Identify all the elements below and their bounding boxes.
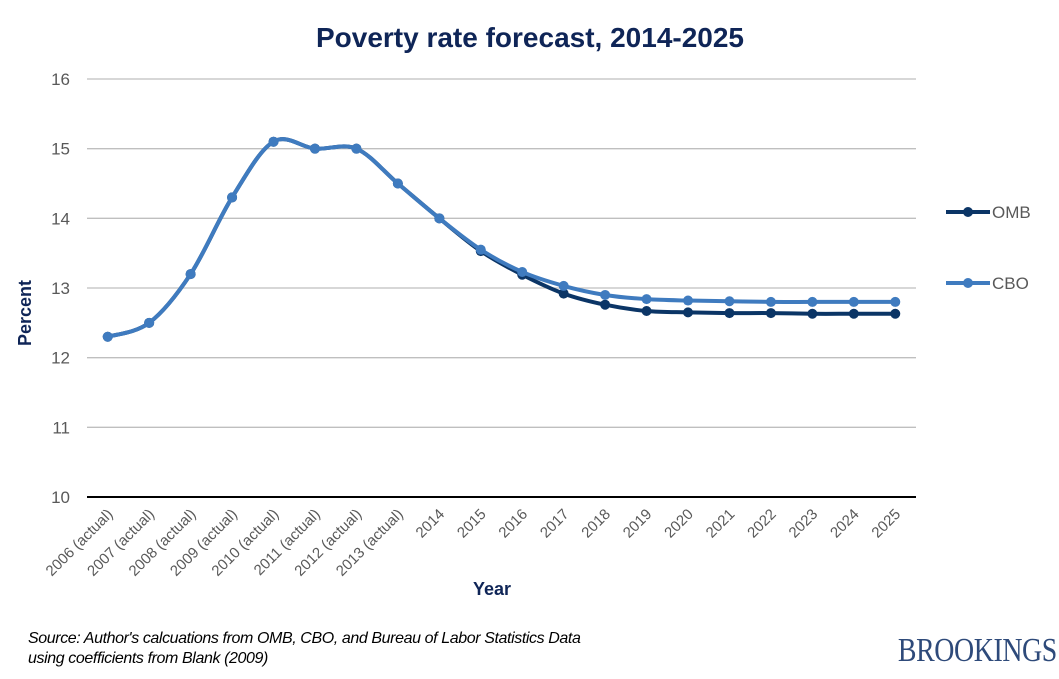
source-note: Source: Author's calcuations from OMB, C… [28,629,581,669]
x-tick-label: 2019 [620,506,656,542]
data-point-cbo [807,296,818,307]
x-tick-label: 2014 [413,506,449,542]
x-tick-label: 2020 [661,506,697,542]
data-point-cbo [683,295,694,306]
legend-item-omb: OMB [946,203,1031,222]
data-point-omb [848,308,859,319]
x-tick-label: 2024 [827,506,863,542]
data-point-cbo [641,294,652,305]
data-point-cbo [517,266,528,277]
x-tick-label: 2025 [868,506,904,542]
data-point-cbo [434,213,445,224]
legend-marker [963,278,973,288]
x-axis-ticks: 2006 (actual)2007 (actual)2008 (actual)2… [43,506,904,580]
data-point-cbo [392,178,403,189]
x-axis-label: Year [473,579,511,599]
x-tick-label: 2016 [495,506,531,542]
data-point-cbo [475,244,486,255]
y-tick-label: 10 [51,488,70,507]
series-omb [102,136,901,342]
series-line-cbo [107,137,896,339]
data-point-cbo [600,289,611,300]
x-tick-label: 2017 [537,506,573,542]
series-group [102,136,901,342]
data-point-cbo [102,331,113,342]
legend-marker [963,207,973,217]
data-point-omb [641,305,652,316]
data-point-cbo [724,296,735,307]
data-point-omb [765,308,776,319]
data-point-cbo [765,296,776,307]
series-line-omb [107,137,896,339]
data-point-cbo [185,269,196,280]
legend-item-cbo: CBO [946,274,1029,293]
data-point-omb [724,308,735,319]
gridlines [87,78,916,428]
data-point-omb [600,299,611,310]
legend-label: OMB [992,203,1031,222]
y-tick-label: 15 [51,140,70,159]
y-tick-label: 12 [51,349,70,368]
data-point-omb [683,307,694,318]
data-point-cbo [558,280,569,291]
data-point-omb [558,288,569,299]
y-tick-label: 14 [51,209,70,228]
y-tick-label: 16 [51,70,70,89]
y-tick-label: 11 [52,418,70,437]
x-tick-label: 2021 [703,506,739,542]
data-point-cbo [144,317,155,328]
source-line-1: Source: Author's calcuations from OMB, C… [28,630,581,647]
x-tick-label: 2023 [786,506,822,542]
y-tick-label: 13 [51,279,70,298]
source-line-2: using coefficients from Blank (2009) [28,650,268,667]
brookings-logo: BROOKINGS [898,632,1057,669]
data-point-cbo [351,143,362,154]
data-point-cbo [227,192,238,203]
legend-label: CBO [992,274,1029,293]
y-axis-label: Percent [15,280,35,346]
data-point-cbo [309,143,320,154]
data-point-omb [807,308,818,319]
y-axis-ticks: 10 11 12 13 14 15 16 [51,70,70,507]
x-tick-label: 2022 [744,506,780,542]
x-tick-label: 2015 [454,506,490,542]
legend: OMB CBO [946,203,1031,293]
x-tick-label: 2018 [578,506,614,542]
data-point-cbo [890,296,901,307]
chart-title: Poverty rate forecast, 2014-2025 [316,22,744,53]
data-point-cbo [268,136,279,147]
series-cbo [102,136,901,342]
data-point-omb [890,308,901,319]
data-point-cbo [848,296,859,307]
